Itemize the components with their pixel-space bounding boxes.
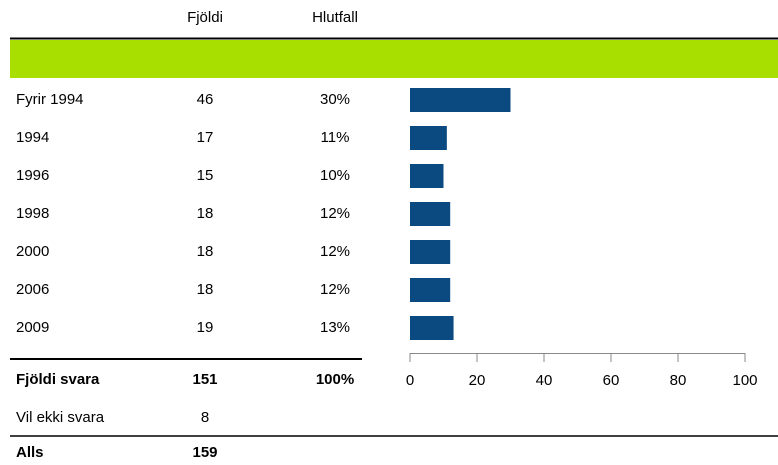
- share: 12%: [320, 281, 350, 298]
- total-label: Fjöldi svara: [16, 371, 100, 388]
- share: 12%: [320, 243, 350, 260]
- x-tick-label: 80: [670, 372, 687, 389]
- total-label: Vil ekki svara: [16, 409, 105, 426]
- column-header: Hlutfall: [312, 9, 358, 26]
- bar: [410, 316, 454, 340]
- share: 13%: [320, 319, 350, 336]
- count: 19: [197, 319, 214, 336]
- count: 18: [197, 243, 214, 260]
- x-tick-label: 20: [469, 372, 486, 389]
- total-count: 159: [192, 444, 217, 461]
- column-header: Fjöldi: [187, 9, 223, 26]
- share: 30%: [320, 91, 350, 108]
- bar: [410, 202, 451, 226]
- bar: [410, 164, 444, 188]
- bar: [410, 278, 451, 302]
- count: 18: [197, 205, 214, 222]
- count: 46: [197, 91, 214, 108]
- row-label: 1994: [16, 129, 49, 146]
- share: 12%: [320, 205, 350, 222]
- row-label: 2000: [16, 243, 49, 260]
- count: 18: [197, 281, 214, 298]
- row-label: 2009: [16, 319, 49, 336]
- total-label: Alls: [16, 444, 44, 461]
- row-label: 1998: [16, 205, 49, 222]
- row-label: Fyrir 1994: [16, 91, 84, 108]
- header-band: [10, 40, 778, 78]
- row-label: 1996: [16, 167, 49, 184]
- x-tick-label: 60: [603, 372, 620, 389]
- bar: [410, 240, 451, 264]
- total-count: 151: [192, 371, 217, 388]
- share: 10%: [320, 167, 350, 184]
- count: 17: [197, 129, 214, 146]
- x-tick-label: 100: [732, 372, 757, 389]
- total-count: 8: [201, 409, 209, 426]
- x-tick-label: 40: [536, 372, 553, 389]
- bar: [410, 88, 511, 112]
- share: 11%: [321, 129, 350, 146]
- x-tick-label: 0: [406, 372, 414, 389]
- bar: [410, 126, 447, 150]
- total-share: 100%: [316, 371, 354, 388]
- row-label: 2006: [16, 281, 49, 298]
- count: 15: [197, 167, 214, 184]
